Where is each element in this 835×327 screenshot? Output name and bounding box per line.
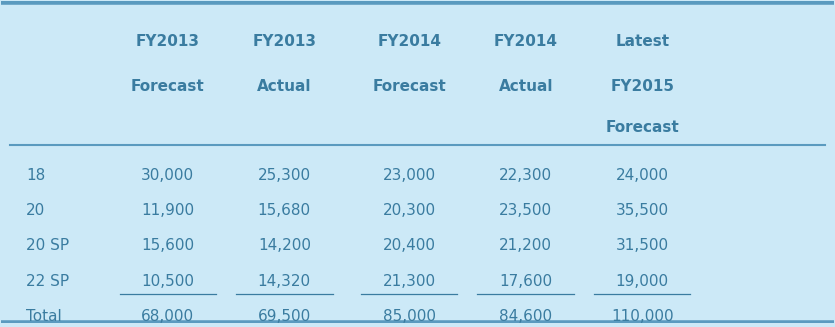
Text: FY2014: FY2014	[493, 34, 558, 49]
Text: 31,500: 31,500	[615, 238, 669, 253]
Text: Latest: Latest	[615, 34, 670, 49]
Text: 30,000: 30,000	[141, 168, 195, 183]
Text: 110,000: 110,000	[611, 309, 674, 324]
Text: 21,200: 21,200	[499, 238, 552, 253]
Text: 85,000: 85,000	[382, 309, 436, 324]
Text: 20: 20	[27, 203, 46, 218]
Text: 35,500: 35,500	[615, 203, 669, 218]
Text: 14,200: 14,200	[258, 238, 311, 253]
Text: 24,000: 24,000	[615, 168, 669, 183]
Text: 14,320: 14,320	[258, 274, 311, 289]
Text: 68,000: 68,000	[141, 309, 195, 324]
Text: 20,400: 20,400	[382, 238, 436, 253]
Text: 84,600: 84,600	[499, 309, 552, 324]
Text: FY2015: FY2015	[610, 78, 674, 94]
Text: Forecast: Forecast	[131, 78, 205, 94]
Text: 22 SP: 22 SP	[27, 274, 69, 289]
Text: 15,680: 15,680	[258, 203, 311, 218]
Text: 20 SP: 20 SP	[27, 238, 69, 253]
Text: 25,300: 25,300	[258, 168, 311, 183]
Text: FY2013: FY2013	[136, 34, 200, 49]
Text: 15,600: 15,600	[141, 238, 195, 253]
Text: 22,300: 22,300	[499, 168, 552, 183]
Text: Forecast: Forecast	[605, 120, 679, 135]
Text: Forecast: Forecast	[372, 78, 446, 94]
Text: 21,300: 21,300	[382, 274, 436, 289]
Text: 17,600: 17,600	[499, 274, 552, 289]
Text: 23,000: 23,000	[382, 168, 436, 183]
Text: 11,900: 11,900	[141, 203, 195, 218]
Text: Actual: Actual	[257, 78, 311, 94]
Text: 69,500: 69,500	[258, 309, 311, 324]
Text: FY2014: FY2014	[377, 34, 441, 49]
Text: Total: Total	[27, 309, 62, 324]
Text: 10,500: 10,500	[141, 274, 195, 289]
Text: FY2013: FY2013	[252, 34, 316, 49]
Text: 18: 18	[27, 168, 46, 183]
Text: 23,500: 23,500	[499, 203, 552, 218]
Text: 19,000: 19,000	[615, 274, 669, 289]
Text: Actual: Actual	[498, 78, 553, 94]
Text: 20,300: 20,300	[382, 203, 436, 218]
